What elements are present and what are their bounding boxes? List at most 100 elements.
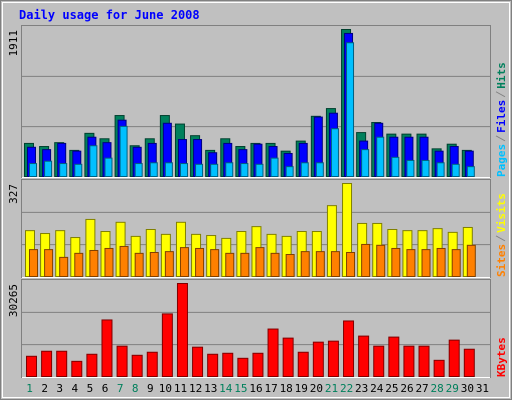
legend-label: Pages: [495, 144, 508, 177]
bar: [282, 337, 294, 378]
x-tick-label: 23: [355, 382, 368, 395]
x-tick-label: 1: [26, 382, 33, 395]
bar: [225, 162, 234, 177]
bar: [421, 159, 430, 178]
legend: KBytes: [495, 337, 508, 377]
x-tick-label: 31: [476, 382, 489, 395]
x-tick-label: 14: [219, 382, 233, 395]
x-tick-label: 22: [340, 382, 353, 395]
bar: [56, 350, 68, 377]
x-tick-label: 27: [415, 382, 428, 395]
bar: [44, 160, 53, 178]
x-tick-label: 17: [264, 382, 277, 395]
bar: [448, 339, 460, 377]
bar: [44, 249, 54, 278]
bar: [376, 244, 386, 277]
bar: [131, 354, 143, 377]
legend-label: KBytes: [495, 337, 508, 377]
bar: [433, 359, 445, 377]
x-tick-label: 25: [385, 382, 398, 395]
bar: [119, 125, 128, 177]
bar: [207, 353, 219, 377]
bar: [406, 159, 415, 178]
bar: [195, 247, 205, 277]
bar: [222, 352, 234, 377]
x-tick-label: 26: [400, 382, 413, 395]
x-tick-label: 4: [72, 382, 79, 395]
bar: [225, 252, 235, 277]
bar: [149, 251, 159, 278]
bar: [463, 348, 475, 377]
bar: [179, 163, 188, 178]
bar: [29, 249, 38, 278]
bar: [297, 351, 309, 378]
bar: [330, 251, 340, 277]
bar: [361, 149, 370, 177]
legend-label: Visits: [495, 193, 508, 233]
bar: [149, 162, 158, 177]
x-tick-label: 6: [102, 382, 109, 395]
x-tick-label: 12: [189, 382, 202, 395]
bar: [466, 166, 475, 178]
bar: [270, 157, 279, 178]
bar: [388, 336, 400, 377]
bar: [406, 249, 416, 278]
bar: [74, 252, 84, 277]
x-tick-label: 3: [56, 382, 63, 395]
bar: [373, 345, 385, 377]
bar: [358, 335, 370, 378]
bar: [300, 162, 309, 177]
bar: [421, 249, 431, 278]
x-tick-label: 11: [174, 382, 187, 395]
y-tick-label: 30265: [7, 284, 20, 317]
bar: [240, 163, 249, 178]
bar: [346, 251, 356, 278]
bar: [267, 328, 279, 378]
bar: [285, 166, 294, 178]
bar: [59, 163, 68, 178]
bar: [179, 247, 189, 277]
bar: [210, 163, 219, 178]
bar: [164, 251, 174, 277]
bar: [346, 42, 355, 177]
x-tick-label: 29: [446, 382, 459, 395]
x-tick-label: 19: [295, 382, 308, 395]
bar: [195, 163, 204, 178]
bar: [315, 162, 324, 177]
bar: [240, 252, 250, 277]
bar: [252, 352, 264, 377]
legend-label: Hits: [495, 62, 508, 89]
bar: [41, 350, 53, 377]
legend-separator: [495, 91, 506, 98]
legend: Sites Visits: [495, 193, 508, 277]
bar: [164, 162, 173, 177]
bar: [161, 313, 173, 377]
x-tick-label: 10: [159, 382, 172, 395]
bar: [74, 163, 83, 178]
legend-separator: [495, 135, 506, 142]
bar: [330, 128, 339, 177]
x-tick-label: 20: [310, 382, 323, 395]
bar: [26, 355, 37, 377]
bar: [134, 163, 143, 178]
bar: [119, 245, 129, 278]
legend-label: Files: [495, 100, 508, 133]
bar: [418, 345, 430, 377]
bar: [86, 353, 98, 377]
x-tick-label: 8: [132, 382, 139, 395]
bar: [134, 252, 144, 277]
x-tick-label: 13: [204, 382, 217, 395]
bar: [361, 243, 371, 277]
bar: [71, 360, 83, 378]
chart-title: Daily usage for June 2008: [19, 8, 200, 22]
legend-separator: [495, 235, 506, 242]
x-tick-label: 9: [147, 382, 154, 395]
bar: [436, 247, 446, 277]
bar: [237, 357, 249, 377]
bar: [300, 251, 310, 277]
bar: [451, 249, 461, 278]
x-tick-label: 18: [280, 382, 293, 395]
bar: [192, 346, 204, 377]
